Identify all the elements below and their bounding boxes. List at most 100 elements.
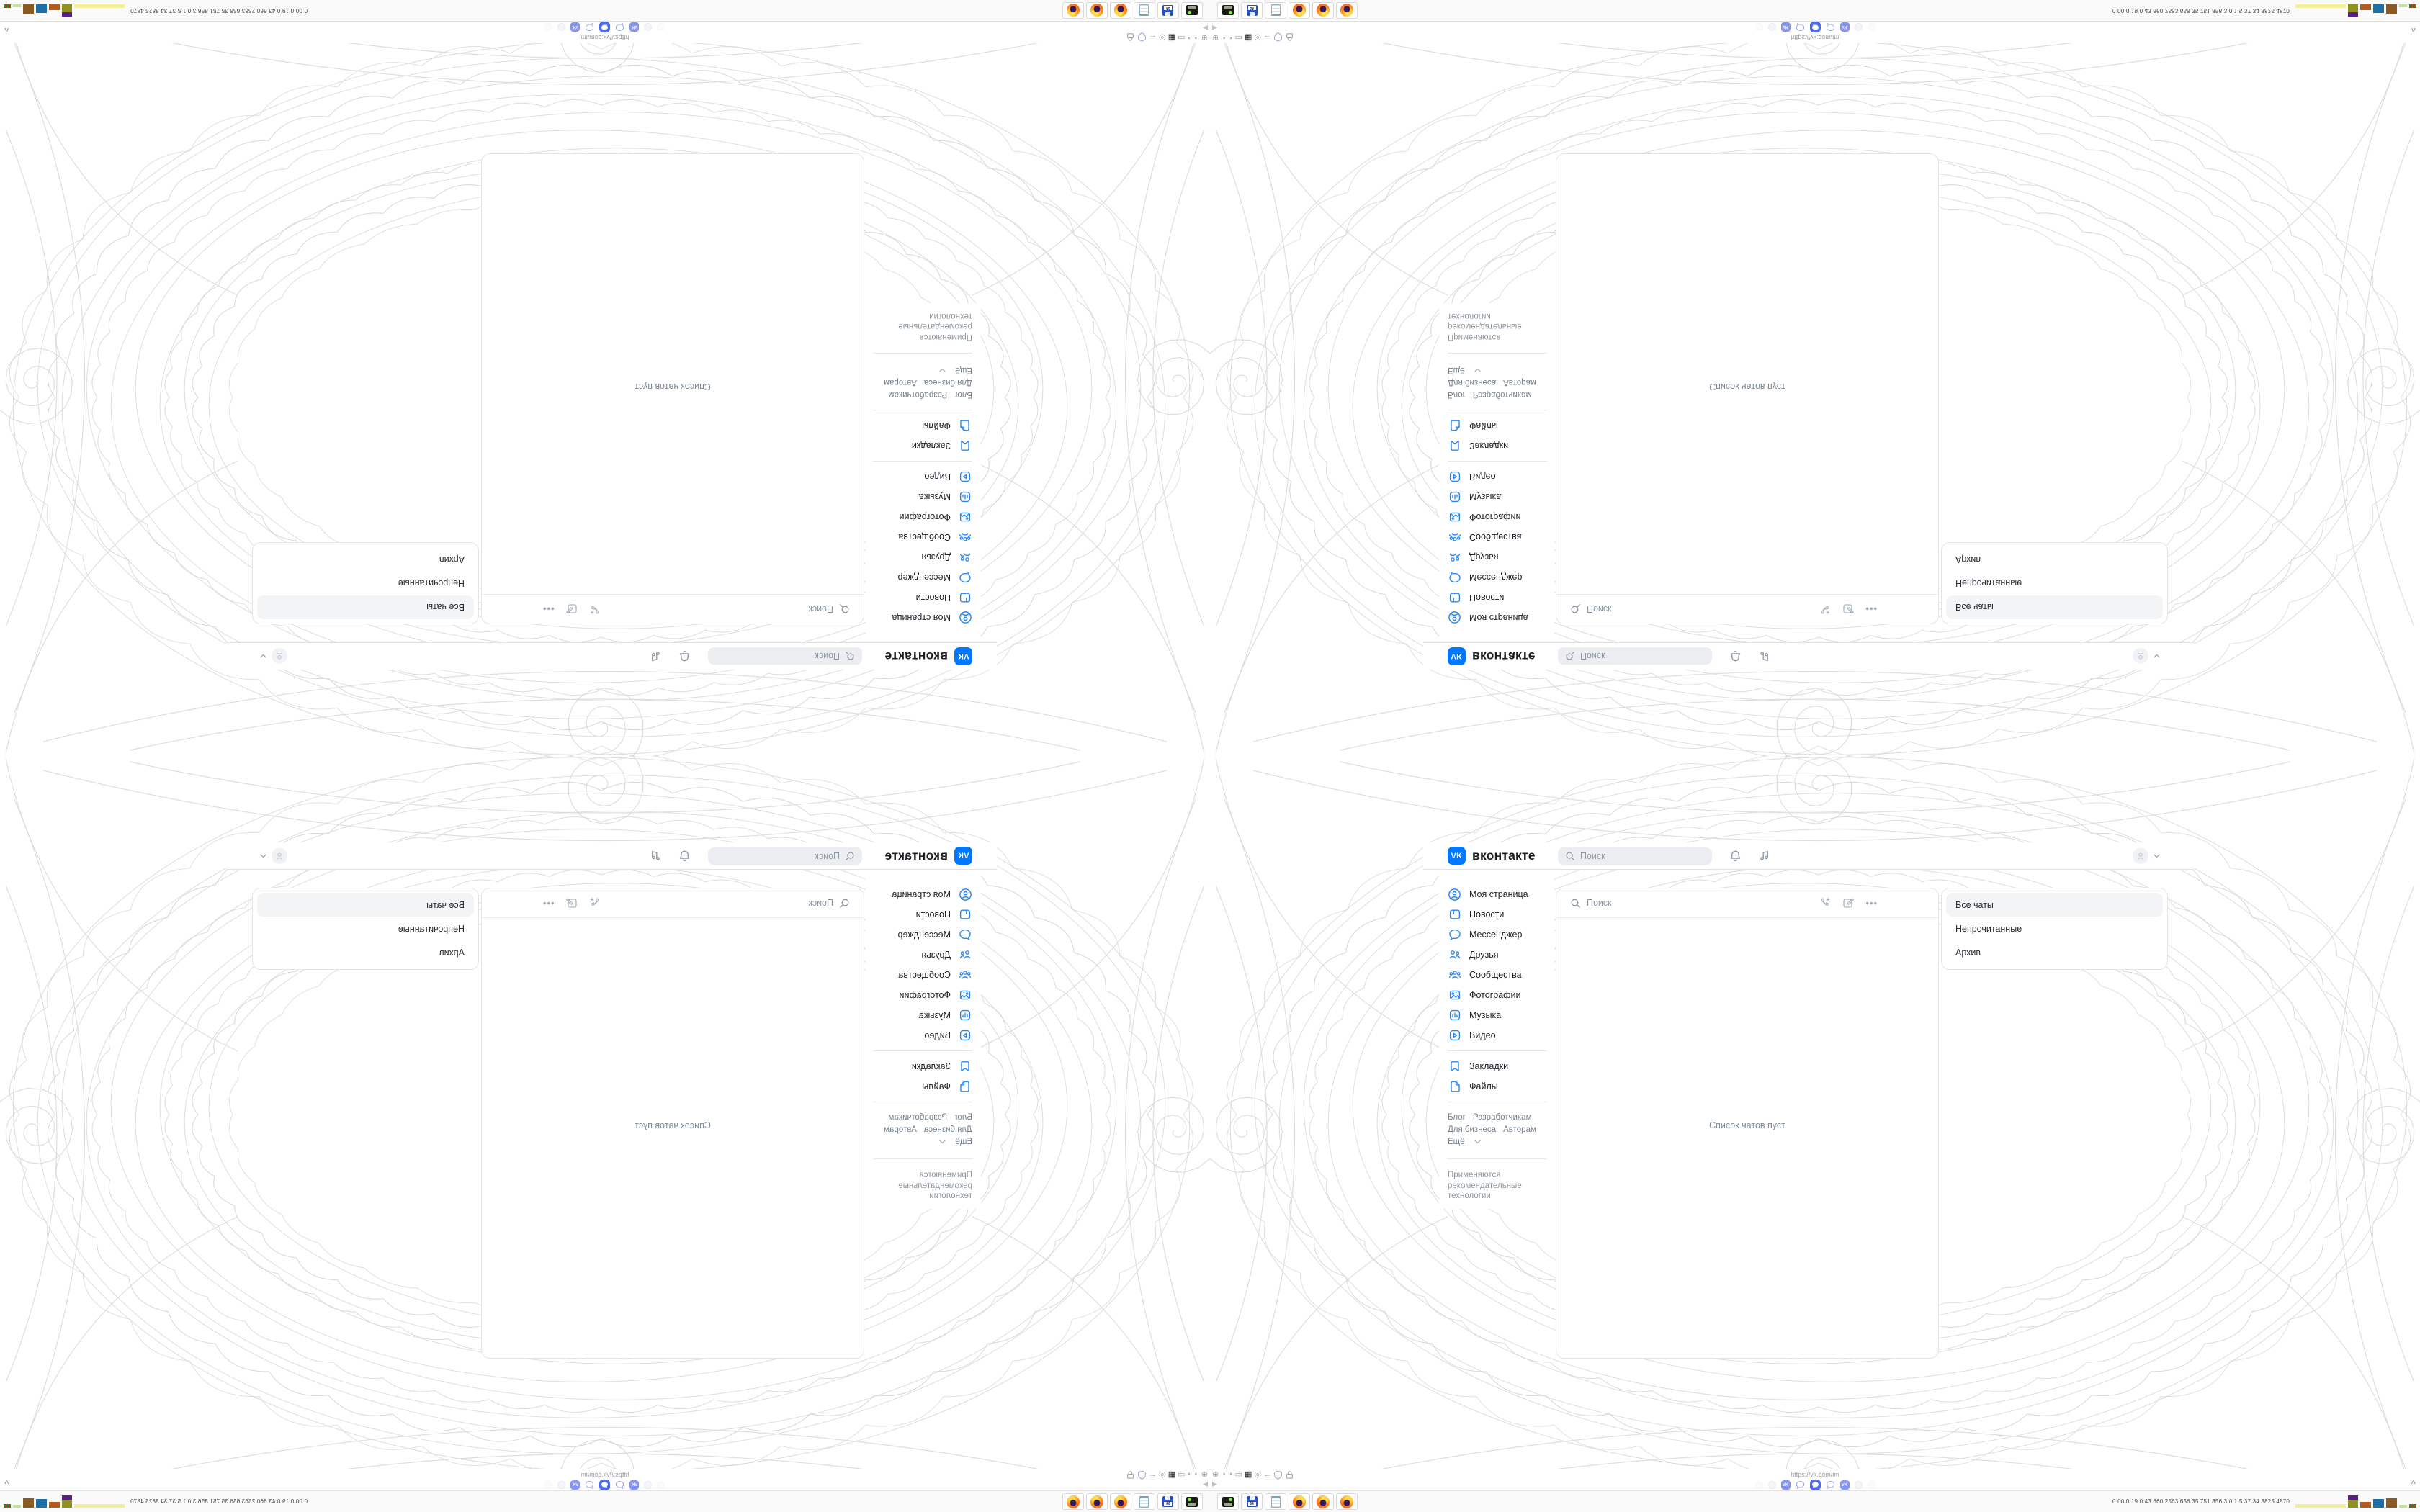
vk-tab-icon[interactable]: VK bbox=[1780, 1480, 1791, 1490]
nav-item-friends[interactable]: Друзья bbox=[1448, 945, 1554, 965]
notifications-button[interactable] bbox=[1729, 647, 1742, 662]
nav-item-communities[interactable]: Сообщества bbox=[866, 965, 972, 985]
nav-item-news[interactable]: Новости bbox=[866, 588, 972, 608]
compose-icon[interactable] bbox=[565, 603, 578, 615]
chat-tab-icon[interactable] bbox=[586, 22, 595, 32]
taskbar-firefox-app[interactable] bbox=[1110, 1493, 1131, 1510]
music-button[interactable] bbox=[1759, 850, 1770, 865]
vk-tab-icon[interactable]: VK bbox=[570, 22, 581, 32]
chat-tab-icon[interactable] bbox=[1796, 22, 1805, 32]
taskbar-firefox-app[interactable] bbox=[1289, 1493, 1310, 1510]
link-authors[interactable]: Авторам bbox=[884, 1125, 917, 1134]
nav-item-files[interactable]: Файлы bbox=[866, 1076, 972, 1097]
ghost-tab-icon[interactable] bbox=[1767, 23, 1776, 31]
folder-archive[interactable]: Архив bbox=[257, 940, 474, 964]
taskbar-firefox-app[interactable] bbox=[1336, 2, 1358, 19]
taskbar-firefox-app[interactable] bbox=[1062, 1493, 1084, 1510]
nav-item-profile[interactable]: Моя страница bbox=[866, 884, 972, 904]
chat-search-input[interactable]: Поиск bbox=[808, 898, 850, 909]
link-more[interactable]: Ещё bbox=[955, 1138, 972, 1146]
global-search-input[interactable]: Поиск bbox=[1558, 847, 1712, 865]
link-blog[interactable]: Блог bbox=[954, 390, 972, 399]
folder-unread[interactable]: Непрочитанные bbox=[1946, 917, 2163, 940]
lock-icon[interactable] bbox=[1126, 1470, 1135, 1480]
folder-archive[interactable]: Архив bbox=[1946, 548, 2163, 572]
global-search-input[interactable]: Поиск bbox=[708, 847, 862, 865]
nav-item-messenger[interactable]: Мессенджер bbox=[866, 567, 972, 588]
nav-item-news[interactable]: Новости bbox=[1448, 904, 1554, 924]
notifications-button[interactable] bbox=[1729, 850, 1742, 865]
lock-icon[interactable] bbox=[1285, 1470, 1294, 1480]
vk-home-link[interactable]: VK вконтакте bbox=[884, 847, 972, 865]
vk-tab-icon[interactable]: VK bbox=[1839, 1480, 1850, 1490]
ghost-tab-icon[interactable] bbox=[1754, 1481, 1763, 1489]
ghost-tab-icon[interactable] bbox=[657, 23, 666, 31]
taskbar-console-app[interactable] bbox=[1181, 1493, 1203, 1510]
shield-icon[interactable] bbox=[1273, 32, 1283, 42]
ghost-tab-icon[interactable] bbox=[657, 1481, 666, 1489]
nav-item-communities[interactable]: Сообщества bbox=[866, 527, 972, 547]
link-blog[interactable]: Блог bbox=[1448, 390, 1466, 399]
nav-item-profile[interactable]: Моя страница bbox=[1448, 608, 1554, 628]
nav-item-music[interactable]: Музыка bbox=[866, 487, 972, 507]
global-search-input[interactable]: Поиск bbox=[1558, 647, 1712, 665]
link-developers[interactable]: Разработчикам bbox=[888, 390, 948, 399]
nav-item-news[interactable]: Новости bbox=[1448, 588, 1554, 608]
new-call-icon[interactable] bbox=[589, 897, 601, 909]
link-developers[interactable]: Разработчикам bbox=[888, 1113, 948, 1122]
nav-item-music[interactable]: Музыка bbox=[1448, 487, 1554, 507]
link-business[interactable]: Для бизнеса bbox=[923, 1125, 972, 1134]
gauge-icon[interactable]: ◔ bbox=[1227, 1470, 1233, 1479]
nav-item-music[interactable]: Музыка bbox=[866, 1005, 972, 1025]
folder-unread[interactable]: Непрочитанные bbox=[257, 572, 474, 595]
ghost-tab-icon[interactable] bbox=[644, 23, 653, 31]
gauge-icon[interactable]: ◔ bbox=[1221, 1470, 1226, 1479]
nav-item-files[interactable]: Файлы bbox=[1448, 1076, 1554, 1097]
nav-item-friends[interactable]: Друзья bbox=[866, 945, 972, 965]
global-search-input[interactable]: Поиск bbox=[708, 647, 862, 665]
grid-icon[interactable]: ▦ bbox=[1244, 1470, 1252, 1479]
nav-item-profile[interactable]: Моя страница bbox=[1448, 884, 1554, 904]
active-chat-tab-icon[interactable] bbox=[1809, 1480, 1821, 1490]
more-menu-icon[interactable]: ••• bbox=[542, 603, 555, 615]
nav-item-messenger[interactable]: Мессенджер bbox=[1448, 567, 1554, 588]
vk-tab-icon[interactable]: VK bbox=[629, 1480, 640, 1490]
shield-icon[interactable] bbox=[1137, 32, 1147, 42]
nav-item-photos[interactable]: Фотографии bbox=[1448, 985, 1554, 1005]
taskbar-firefox-app[interactable] bbox=[1110, 2, 1131, 19]
nav-item-messenger[interactable]: Мессенджер bbox=[1448, 924, 1554, 945]
taskbar-firefox-app[interactable] bbox=[1336, 1493, 1358, 1510]
taskbar-notepad-app[interactable] bbox=[1265, 2, 1286, 19]
ghost-tab-icon[interactable] bbox=[557, 23, 566, 31]
folder-unread[interactable]: Непрочитанные bbox=[1946, 572, 2163, 595]
nav-item-news[interactable]: Новости bbox=[866, 904, 972, 924]
account-menu[interactable] bbox=[260, 848, 287, 864]
account-menu[interactable] bbox=[2133, 848, 2160, 864]
lock-icon[interactable] bbox=[1285, 32, 1294, 42]
chat-tab-icon[interactable] bbox=[1826, 1480, 1835, 1490]
link-business[interactable]: Для бизнеса bbox=[923, 378, 972, 387]
link-developers[interactable]: Разработчикам bbox=[1472, 390, 1532, 399]
account-menu[interactable] bbox=[260, 648, 287, 664]
link-authors[interactable]: Авторам bbox=[1503, 1125, 1536, 1134]
taskbar-installer-app[interactable]: 64 bbox=[1157, 2, 1179, 19]
active-chat-tab-icon[interactable] bbox=[599, 22, 611, 32]
ghost-tab-icon[interactable] bbox=[1854, 1481, 1863, 1489]
chat-search-input[interactable]: Поиск bbox=[1570, 604, 1612, 615]
ghost-tab-icon[interactable] bbox=[1867, 23, 1876, 31]
ghost-tab-icon[interactable] bbox=[644, 1481, 653, 1489]
chat-tab-icon[interactable] bbox=[586, 1480, 595, 1490]
nav-item-messenger[interactable]: Мессенджер bbox=[866, 924, 972, 945]
taskbar-firefox-app[interactable] bbox=[1289, 2, 1310, 19]
folder-all-chats[interactable]: Все чаты bbox=[1946, 595, 2163, 619]
ghost-tab-icon[interactable] bbox=[557, 1481, 566, 1489]
compose-icon[interactable] bbox=[565, 897, 578, 909]
link-authors[interactable]: Авторам bbox=[884, 378, 917, 387]
nav-item-bookmarks[interactable]: Закладки bbox=[1448, 436, 1554, 456]
nav-item-friends[interactable]: Друзья bbox=[866, 547, 972, 567]
chat-search-input[interactable]: Поиск bbox=[1570, 898, 1612, 909]
taskbar-notepad-app[interactable] bbox=[1134, 2, 1155, 19]
nav-item-photos[interactable]: Фотографии bbox=[1448, 507, 1554, 527]
taskbar-firefox-app[interactable] bbox=[1312, 2, 1334, 19]
nav-item-photos[interactable]: Фотографии bbox=[866, 985, 972, 1005]
